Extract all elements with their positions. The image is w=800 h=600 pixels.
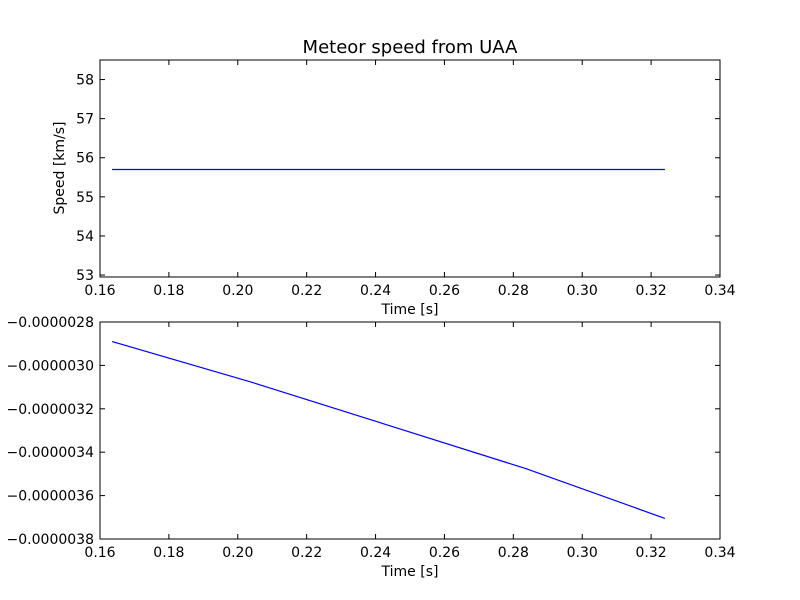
y-tick-label: −0.0000036 — [7, 489, 95, 505]
y-tick-label: 54 — [76, 229, 94, 245]
x-tick-label: 0.26 — [429, 283, 460, 299]
x-tick-label: 0.22 — [291, 283, 322, 299]
x-axis-ticks: 0.16 0.18 0.20 0.22 0.24 0.26 0.28 0.30 0.32 0.34 — [84, 322, 736, 561]
x-tick-label: 0.32 — [636, 545, 667, 561]
second-subplot: 0.16 0.18 0.20 0.22 0.24 0.26 0.28 0.30 0.32 0.34… — [7, 315, 736, 580]
y-tick-label: −0.0000038 — [7, 532, 94, 548]
y-tick-label: −0.0000030 — [7, 358, 94, 374]
chart-title: Meteor speed from UAA — [303, 37, 519, 58]
x-tick-label: 0.18 — [153, 545, 184, 561]
speed-subplot: Meteor speed from UAA 0.16 0.18 0.20 0.22 0.… — [52, 37, 736, 318]
x-tick-label: 0.34 — [704, 283, 735, 299]
x-tick-label: 0.20 — [222, 545, 253, 561]
axes-frame — [99, 321, 721, 540]
y-tick-label: 58 — [76, 73, 94, 89]
x-tick-label: 0.18 — [153, 283, 184, 299]
y-axis-ticks: −0.0000038 −0.0000036 −0.0000034 −0.0000032… — [7, 315, 720, 548]
axes-frame — [99, 59, 721, 278]
y-tick-label: 55 — [76, 190, 94, 206]
x-tick-label: 0.32 — [636, 283, 667, 299]
x-tick-label: 0.24 — [360, 283, 391, 299]
x-tick-label: 0.30 — [567, 283, 598, 299]
y-tick-label: −0.0000032 — [7, 402, 94, 418]
y-tick-label: 57 — [76, 112, 94, 128]
x-tick-label: 0.28 — [498, 545, 529, 561]
y-tick-label: −0.0000034 — [7, 445, 95, 461]
x-tick-label: 0.16 — [84, 545, 115, 561]
x-tick-label: 0.20 — [222, 283, 253, 299]
x-tick-label: 0.16 — [84, 283, 115, 299]
x-tick-label: 0.28 — [498, 283, 529, 299]
x-axis-label: Time [s] — [381, 564, 439, 580]
x-tick-label: 0.26 — [429, 545, 460, 561]
x-tick-label: 0.24 — [360, 545, 391, 561]
y-tick-label: −0.0000028 — [7, 315, 94, 331]
x-axis-label: Time [s] — [381, 302, 439, 318]
second-series-line — [111, 340, 666, 519]
x-tick-label: 0.30 — [567, 545, 598, 561]
y-tick-label: 56 — [76, 151, 94, 167]
plot-area — [100, 322, 720, 539]
x-tick-label: 0.34 — [704, 545, 735, 561]
x-axis-ticks: 0.16 0.18 0.20 0.22 0.24 0.26 0.28 0.30 0.32 0.34 — [84, 60, 736, 299]
y-tick-label: 53 — [76, 268, 94, 284]
x-tick-label: 0.22 — [291, 545, 322, 561]
plot-area — [100, 60, 720, 277]
y-axis-ticks: 53 54 55 56 57 58 — [76, 73, 720, 284]
y-axis-label: Speed [km/s] — [52, 121, 68, 214]
